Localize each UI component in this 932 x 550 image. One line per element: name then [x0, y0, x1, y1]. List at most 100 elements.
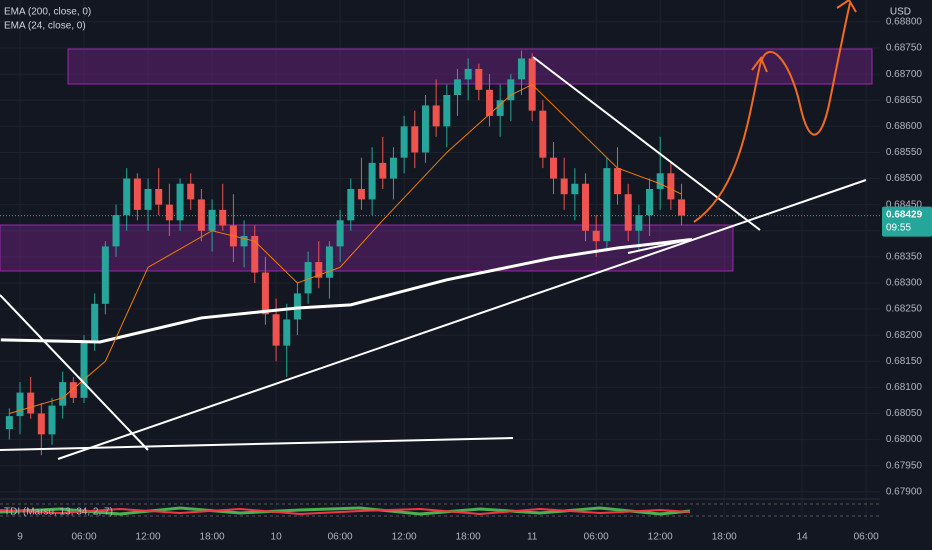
x-tick-label: 18:00 [712, 532, 737, 543]
y-tick-label: 0.68800 [886, 17, 923, 28]
candle-body [443, 95, 451, 127]
y-tick-label: 0.68750 [886, 43, 923, 54]
legend-entry: EMA (24, close, 0) [4, 21, 86, 32]
candle-body [475, 68, 483, 90]
candle-body [283, 319, 291, 346]
candle-body [251, 235, 259, 273]
last-price-label: 0.68429 [886, 209, 923, 220]
legend-entry: EMA (200, close, 0) [4, 7, 91, 18]
x-tick-label: 10 [271, 532, 283, 543]
trendline [532, 56, 761, 231]
x-tick-label: 12:00 [648, 532, 673, 543]
candle-body [176, 183, 184, 221]
arrowhead [751, 56, 768, 73]
candle-body [208, 209, 216, 231]
x-tick-label: 06:00 [854, 532, 879, 543]
candle-body [464, 68, 472, 80]
currency-label: USD [890, 7, 911, 18]
candle-body [315, 262, 323, 278]
candle-body [667, 173, 675, 200]
candle-body [5, 416, 13, 430]
x-tick-label: 9 [17, 532, 23, 543]
candle-body [112, 215, 120, 247]
candle-body [603, 168, 611, 242]
candle-body [16, 392, 24, 417]
indicator-label: TDI (Marsu, 13, 34, 2, 7) [4, 507, 113, 518]
candle-body [485, 89, 493, 116]
candle-body [261, 272, 269, 315]
candle-body [48, 405, 56, 435]
y-tick-label: 0.68200 [886, 330, 923, 341]
x-tick-label: 06:00 [328, 532, 353, 543]
x-tick-label: 06:00 [584, 532, 609, 543]
candle-body [389, 157, 397, 179]
candle-body [27, 392, 35, 414]
candle-body [357, 188, 365, 200]
candle-body [165, 204, 173, 221]
y-tick-label: 0.68550 [886, 147, 923, 158]
plot [0, 50, 880, 456]
candle-body [635, 215, 643, 231]
candle-body [144, 188, 152, 210]
candle-body [624, 194, 632, 231]
candle-body [507, 79, 515, 101]
candle-body [421, 105, 429, 153]
candle-body [325, 246, 333, 278]
ema-line [0, 238, 691, 344]
candle-body [133, 178, 141, 210]
indicator-pane: TDI (Marsu, 13, 34, 2, 7) [0, 498, 880, 518]
x-tick-label: 12:00 [136, 532, 161, 543]
candle-body [304, 262, 312, 294]
candle-body [219, 209, 227, 226]
y-tick-label: 0.68250 [886, 304, 923, 315]
candle-body [69, 382, 77, 398]
candle-body [592, 230, 600, 242]
y-tick-label: 0.68650 [886, 95, 923, 106]
candle-body [80, 340, 88, 398]
arrowhead [836, 0, 857, 13]
ema-line [9, 83, 682, 414]
candle-body [240, 235, 248, 247]
candle-body [517, 58, 525, 80]
candle-body [496, 100, 504, 116]
y-tick-label: 0.68100 [886, 382, 923, 393]
candle-body [571, 183, 579, 195]
price-axis [880, 0, 932, 550]
candle-body [379, 162, 387, 179]
y-tick-label: 0.68050 [886, 408, 923, 419]
candle-body [197, 199, 205, 231]
candle-body [560, 178, 568, 195]
candle-body [123, 178, 131, 216]
candle-body [582, 183, 590, 231]
y-tick-label: 0.67950 [886, 460, 923, 471]
candle-body [411, 126, 419, 153]
candle-body [400, 126, 408, 158]
candle-body [336, 220, 344, 247]
y-tick-label: 0.68700 [886, 69, 923, 80]
candle-body [678, 199, 686, 216]
x-tick-label: 18:00 [456, 532, 481, 543]
candle-body [91, 303, 99, 341]
candle-body [155, 188, 163, 205]
candle-body [347, 188, 355, 221]
trendline [57, 179, 867, 460]
candle-body [37, 413, 45, 435]
candle-body [59, 382, 67, 406]
legend: EMA (200, close, 0) EMA (24, close, 0) [4, 7, 91, 32]
x-tick-label: 12:00 [392, 532, 417, 543]
projection-path [693, 2, 851, 223]
trendline [0, 294, 149, 451]
candle-body [656, 173, 664, 189]
x-tick-label: 11 [527, 532, 538, 543]
drawings [0, 56, 867, 460]
candle-body [614, 168, 622, 195]
y-tick-label: 0.67900 [886, 486, 923, 497]
x-tick-label: 06:00 [72, 532, 97, 543]
indicator-line [0, 507, 691, 516]
y-tick-label: 0.68500 [886, 173, 923, 184]
last-price-box [882, 206, 932, 237]
candle-body [453, 79, 461, 96]
x-tick-label: 14 [797, 532, 809, 543]
y-tick-label: 0.68300 [886, 278, 923, 289]
